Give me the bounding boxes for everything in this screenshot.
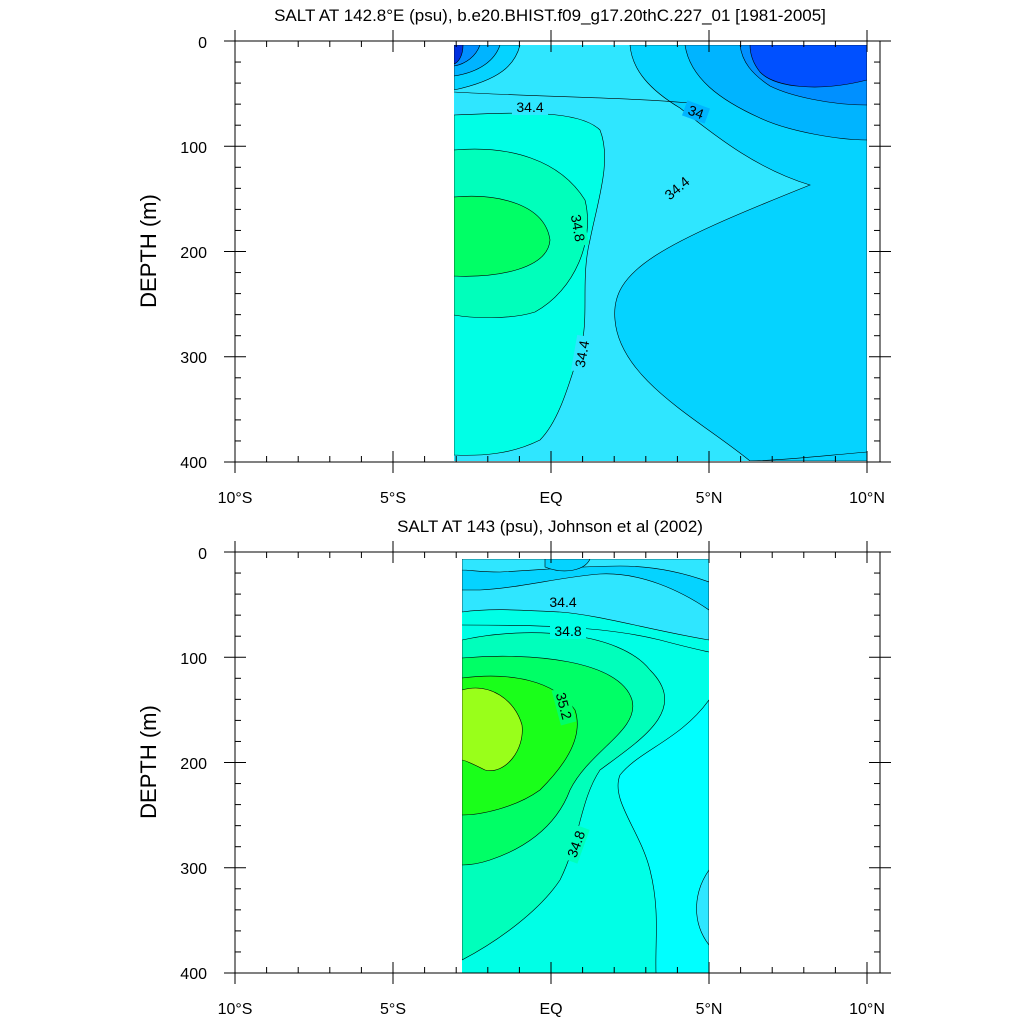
y-tick-label: 100 xyxy=(180,140,207,157)
fill-34.2-34.4 xyxy=(614,45,867,461)
x-tick-label: 10°N xyxy=(849,490,885,507)
contour-label: 34.4 xyxy=(572,339,593,369)
panel-model: SALT AT 142.8°E (psu), b.e20.BHIST.f09_g… xyxy=(136,6,891,507)
isoline-34.4-upper xyxy=(454,91,691,104)
panel1-contour-labels: 34.4 34 34.4 34.8 34.4 xyxy=(512,99,711,374)
y-tick-label: 200 xyxy=(180,245,207,262)
x-tick-label: EQ xyxy=(539,490,562,507)
contour-label: 34.4 xyxy=(516,99,543,115)
x-tick-label: 5°S xyxy=(380,1001,406,1018)
contour-label: 34.8 xyxy=(568,213,589,243)
panel2-title: SALT AT 143 (psu), Johnson et al (2002) xyxy=(397,517,703,536)
contour-label: 34 xyxy=(686,102,706,122)
panel2-y-tick-labels: 0 100 200 300 400 xyxy=(180,546,207,983)
y-tick-label: 200 xyxy=(180,756,207,773)
panel1-y-tick-labels: 0 100 200 300 400 xyxy=(180,35,207,472)
x-tick-label: 5°N xyxy=(696,490,723,507)
fill-35.0-35.2 xyxy=(454,196,551,277)
panel-observed: SALT AT 143 (psu), Johnson et al (2002) xyxy=(136,517,891,1018)
panel2-x-tick-labels: 10°S 5°S EQ 5°N 10°N xyxy=(218,1001,885,1018)
panel1-contour-fill xyxy=(454,45,867,461)
fill-33.6-33.8 xyxy=(749,45,867,88)
y-tick-label: 400 xyxy=(180,455,207,472)
y-tick-label: 300 xyxy=(180,861,207,878)
x-tick-label: EQ xyxy=(539,1001,562,1018)
y-tick-label: 0 xyxy=(198,546,207,563)
fill-35.4-35.6 xyxy=(462,687,523,771)
contour-label: 34.8 xyxy=(554,623,581,639)
isoline-34.2-bottom xyxy=(749,451,867,461)
fill-34.2-34.4 xyxy=(462,559,709,611)
y-tick-label: 400 xyxy=(180,966,207,983)
fill-top-left-4 xyxy=(454,45,464,65)
y-tick-label: 300 xyxy=(180,350,207,367)
x-tick-label: 5°S xyxy=(380,490,406,507)
y-tick-label: 0 xyxy=(198,35,207,52)
panel2-contour-labels: 34.4 34.8 35.2 34.8 xyxy=(545,594,590,864)
panel2-contour-fill xyxy=(462,559,709,973)
panel1-ticks xyxy=(224,30,891,473)
isoline-34.6 xyxy=(462,624,709,653)
x-tick-label: 5°N xyxy=(696,1001,723,1018)
x-tick-label: 10°N xyxy=(849,1001,885,1018)
panel1-title: SALT AT 142.8°E (psu), b.e20.BHIST.f09_g… xyxy=(274,6,826,25)
fill-top-pocket xyxy=(544,559,591,572)
fill-34.4-34.6-right xyxy=(617,699,709,973)
panel1-y-axis-label: DEPTH (m) xyxy=(136,194,161,308)
panel2-y-axis-label: DEPTH (m) xyxy=(136,705,161,819)
fill-right-edge xyxy=(696,869,709,946)
panel2-ticks xyxy=(224,541,891,984)
y-tick-label: 100 xyxy=(180,651,207,668)
contour-label: 35.2 xyxy=(553,691,576,722)
x-tick-label: 10°S xyxy=(218,1001,253,1018)
x-tick-label: 10°S xyxy=(218,490,253,507)
panel1-x-tick-labels: 10°S 5°S EQ 5°N 10°N xyxy=(218,490,885,507)
contour-label: 34.4 xyxy=(549,594,576,610)
